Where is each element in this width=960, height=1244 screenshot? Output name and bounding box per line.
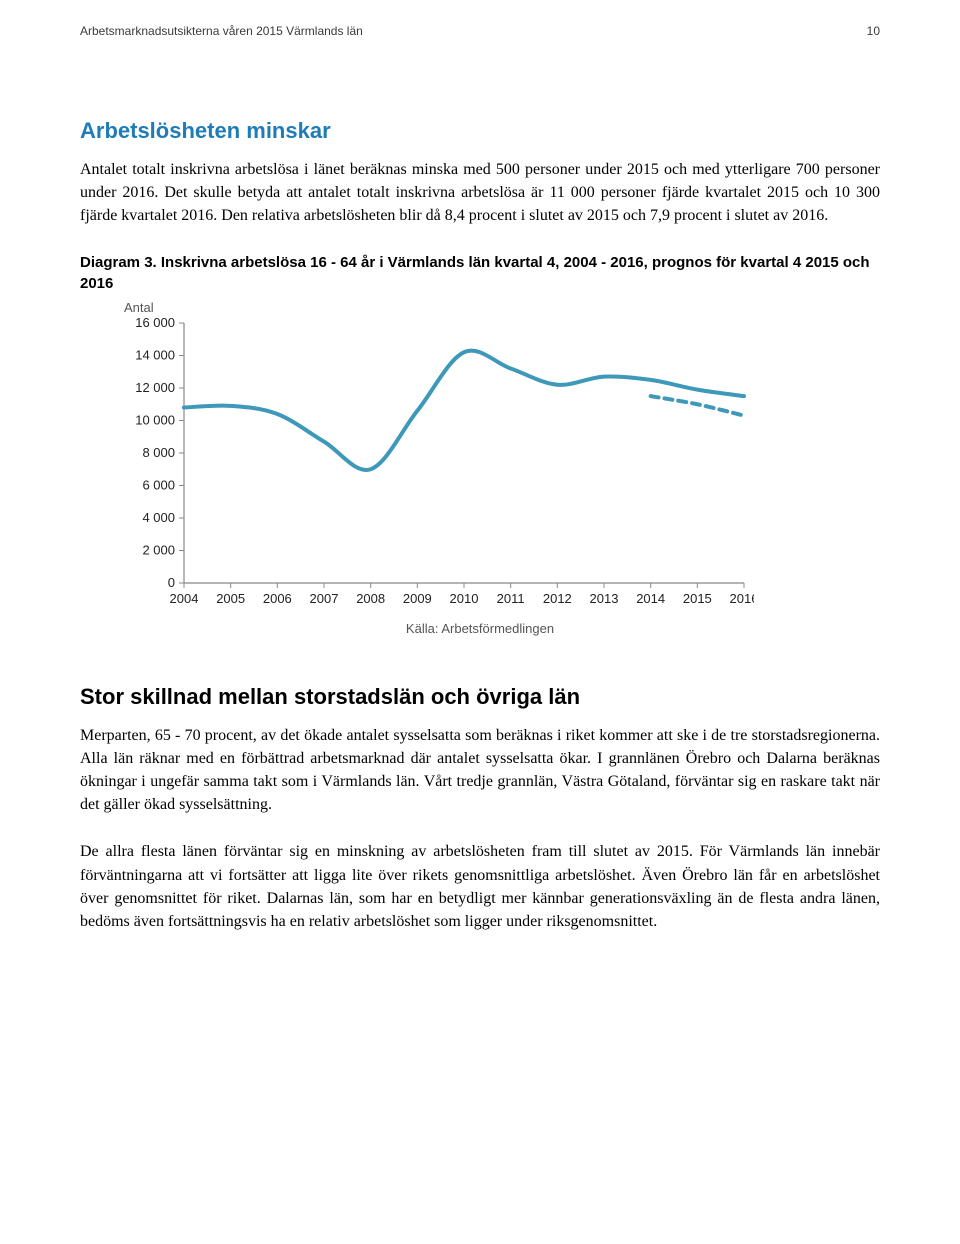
chart-container: Antal 0 2 000 4 000 6 000 8 000 10 000 12 000 1… — [124, 300, 880, 611]
svg-text:2009: 2009 — [403, 591, 432, 606]
svg-text:2007: 2007 — [310, 591, 339, 606]
svg-text:2008: 2008 — [356, 591, 385, 606]
svg-text:2012: 2012 — [543, 591, 572, 606]
svg-text:2016: 2016 — [730, 591, 754, 606]
svg-text:4 000: 4 000 — [142, 510, 175, 525]
chart-source: Källa: Arbetsförmedlingen — [80, 621, 880, 636]
section-title-unemployment: Arbetslösheten minskar — [80, 118, 880, 144]
svg-text:0: 0 — [168, 575, 175, 590]
section2-body1: Merparten, 65 - 70 procent, av det ökade… — [80, 724, 880, 817]
svg-text:2010: 2010 — [450, 591, 479, 606]
svg-text:2011: 2011 — [497, 591, 525, 606]
section2-body2: De allra flesta länen förväntar sig en m… — [80, 840, 880, 933]
svg-text:2013: 2013 — [590, 591, 619, 606]
svg-text:2005: 2005 — [216, 591, 245, 606]
svg-text:2006: 2006 — [263, 591, 292, 606]
svg-text:14 000: 14 000 — [135, 347, 175, 362]
diagram-caption: Diagram 3. Inskrivna arbetslösa 16 - 64 … — [80, 252, 880, 294]
svg-text:2015: 2015 — [683, 591, 712, 606]
svg-text:10 000: 10 000 — [135, 412, 175, 427]
chart-ylabel: Antal — [124, 300, 880, 315]
svg-text:2014: 2014 — [636, 591, 665, 606]
svg-text:2004: 2004 — [170, 591, 199, 606]
section-title-difference: Stor skillnad mellan storstadslän och öv… — [80, 684, 880, 710]
doc-title: Arbetsmarknadsutsikterna våren 2015 Värm… — [80, 24, 363, 38]
svg-text:12 000: 12 000 — [135, 380, 175, 395]
svg-text:8 000: 8 000 — [142, 445, 175, 460]
page-number: 10 — [867, 24, 880, 38]
section1-body: Antalet totalt inskrivna arbetslösa i lä… — [80, 158, 880, 228]
line-chart: 0 2 000 4 000 6 000 8 000 10 000 12 000 14 000 1… — [124, 317, 754, 611]
svg-text:16 000: 16 000 — [135, 317, 175, 330]
svg-text:2 000: 2 000 — [142, 542, 175, 557]
page-header: Arbetsmarknadsutsikterna våren 2015 Värm… — [80, 24, 880, 38]
svg-text:6 000: 6 000 — [142, 477, 175, 492]
